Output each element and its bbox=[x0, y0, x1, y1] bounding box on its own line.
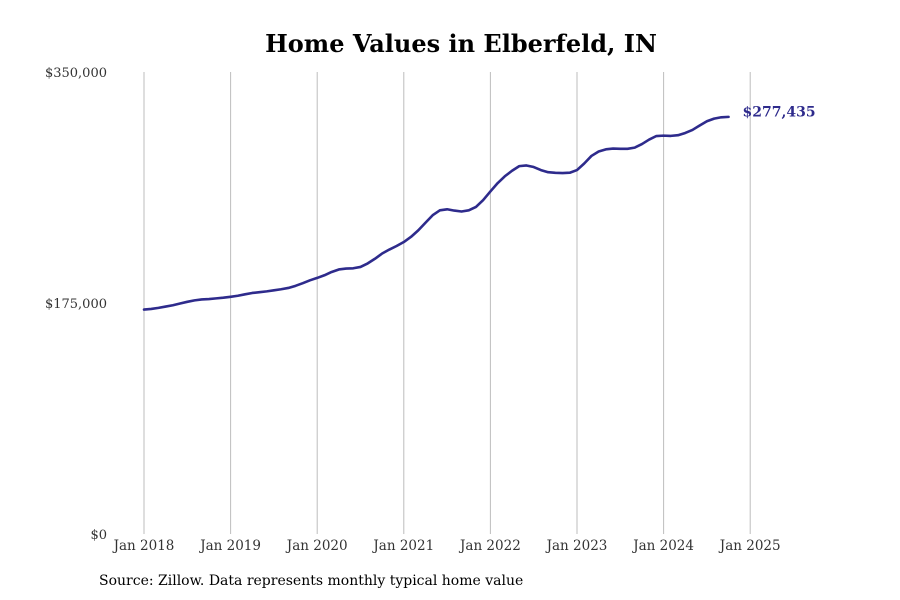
x-tick-label: Jan 2021 bbox=[371, 538, 434, 554]
x-tick-label: Jan 2022 bbox=[458, 538, 521, 554]
x-tick-label: Jan 2018 bbox=[112, 538, 175, 554]
source-note: Source: Zillow. Data represents monthly … bbox=[99, 573, 524, 589]
series-line bbox=[142, 115, 730, 311]
x-tick-label: Jan 2023 bbox=[545, 538, 608, 554]
y-tick-label: $350,000 bbox=[45, 66, 107, 81]
x-tick-label: Jan 2024 bbox=[631, 538, 694, 554]
y-axis: $0 $175,000 $350,000 bbox=[45, 66, 107, 543]
y-tick-label: $0 bbox=[90, 528, 107, 543]
gridlines bbox=[143, 72, 751, 534]
end-value-label: $277,435 bbox=[743, 104, 816, 120]
series-layer: $277,435 bbox=[142, 104, 816, 311]
x-tick-label: Jan 2025 bbox=[718, 538, 781, 554]
x-tick-label: Jan 2019 bbox=[198, 538, 261, 554]
x-axis: Jan 2018 Jan 2019 Jan 2020 Jan 2021 Jan 2022… bbox=[112, 538, 781, 554]
x-tick-label: Jan 2020 bbox=[285, 538, 348, 554]
y-tick-label: $175,000 bbox=[45, 297, 107, 312]
chart-title: Home Values in Elberfeld, IN bbox=[265, 29, 657, 58]
